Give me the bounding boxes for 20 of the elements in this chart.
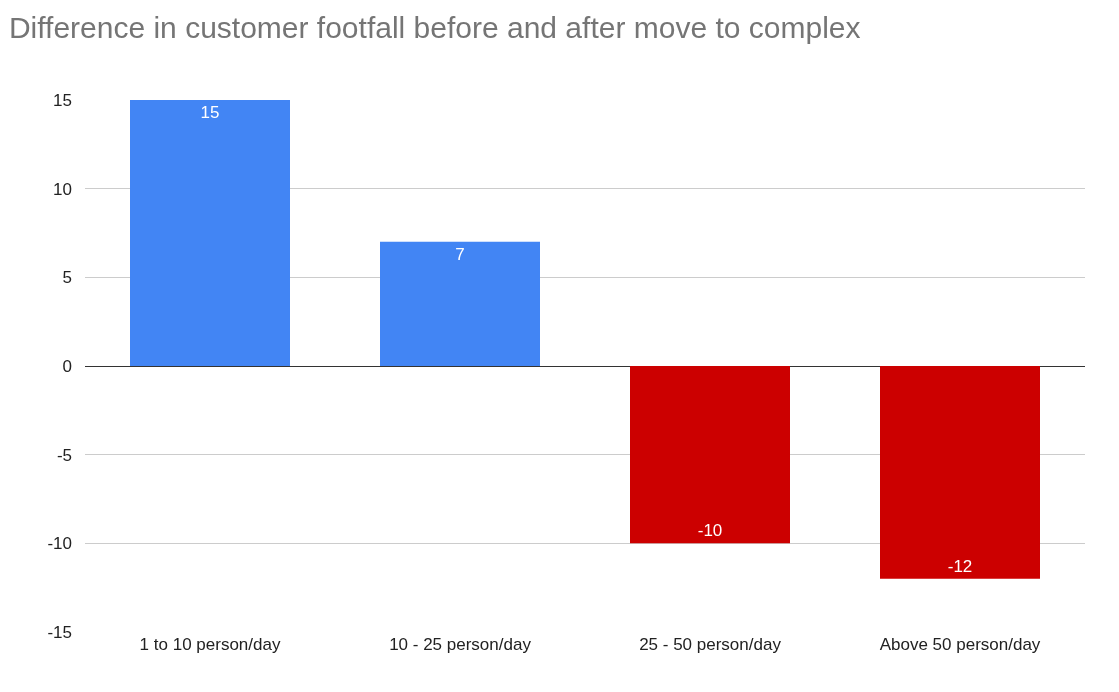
x-tick-label: Above 50 person/day xyxy=(879,635,1041,654)
bar xyxy=(380,241,540,366)
bar xyxy=(880,366,1040,579)
data-label: -10 xyxy=(697,521,723,541)
y-tick-label: -5 xyxy=(56,445,72,465)
data-label: 15 xyxy=(200,103,220,122)
data-label: -12 xyxy=(947,556,973,576)
y-tick-label: 0 xyxy=(62,356,72,376)
x-tick-label: 10 - 25 person/day xyxy=(389,635,532,654)
y-tick-label: 10 xyxy=(53,179,72,199)
bar xyxy=(130,100,290,366)
y-tick-label: 15 xyxy=(53,90,72,110)
y-tick-label: -10 xyxy=(47,534,72,554)
bar xyxy=(630,366,790,544)
chart-title: Difference in customer footfall before and after move to complex xyxy=(8,11,861,45)
x-tick-label: 1 to 10 person/day xyxy=(139,635,281,654)
x-tick-label: 25 - 50 person/day xyxy=(639,635,782,654)
data-label: 7 xyxy=(455,244,465,264)
y-tick-label: 5 xyxy=(62,268,72,288)
y-tick-label: -15 xyxy=(47,622,72,642)
